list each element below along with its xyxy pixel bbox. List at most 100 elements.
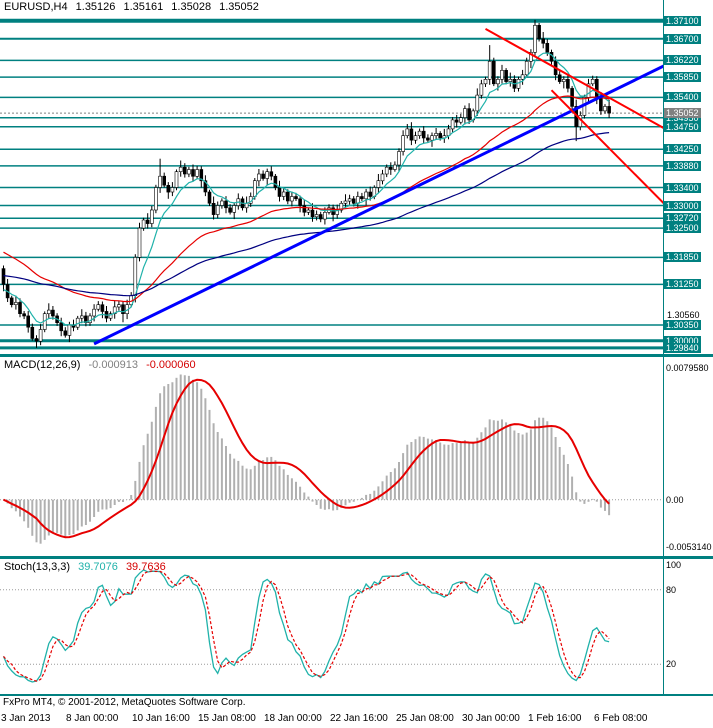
time-label: 10 Jan 16:00 [132, 713, 190, 724]
candle-body [590, 79, 595, 85]
candle-body [269, 171, 274, 177]
candle-body [347, 198, 352, 202]
candle-body [162, 175, 166, 186]
candle-body [380, 173, 385, 182]
candle-body [388, 166, 393, 170]
trendline-red-resistance-2[interactable] [550, 89, 664, 206]
candle-body [298, 198, 302, 206]
candle-body [92, 308, 96, 317]
trendline-red-resistance-1[interactable] [485, 28, 664, 130]
price-level-label: 1.32720 [664, 213, 701, 223]
stoch-scale-20: 20 [666, 659, 677, 669]
candle-body [14, 302, 18, 305]
time-label: 6 Feb 08:00 [594, 713, 648, 724]
price-level-label: 1.34950 [664, 113, 701, 123]
candle-body [117, 304, 121, 308]
macd-canvas[interactable] [0, 357, 663, 556]
candle-body [310, 209, 315, 218]
macd-label: MACD(12,26,9) [4, 359, 81, 371]
candle-body [545, 42, 550, 53]
candle-body [59, 322, 64, 332]
candle-body [46, 309, 51, 315]
candle-body [34, 338, 39, 342]
candle-body [211, 203, 216, 215]
candle-body [458, 117, 463, 123]
candle-body [80, 315, 84, 319]
price-tick-label: 1.30560 [667, 310, 700, 320]
candle-body [417, 130, 422, 136]
price-level-label: 1.30350 [664, 320, 701, 330]
panel-separator-2[interactable] [0, 556, 713, 559]
candle-body [397, 151, 401, 166]
time-axis[interactable]: 3 Jan 2013 8 Jan 00:00 10 Jan 16:00 15 Jan … [0, 710, 713, 728]
price-level-label: 1.34250 [664, 144, 701, 154]
candle-body [9, 297, 14, 305]
candle-body [360, 196, 364, 200]
time-label: 8 Jan 00:00 [66, 713, 119, 724]
price-chart-canvas[interactable] [0, 0, 663, 354]
ma-line-89 [3, 132, 610, 297]
candle-body [463, 108, 467, 118]
price-level-label: 1.34750 [664, 122, 701, 132]
macd-signal-value: -0.000060 [146, 359, 196, 371]
support-resistance-lines [0, 18, 663, 350]
candle-body [121, 304, 125, 315]
candle-body [306, 209, 311, 213]
candle-body [220, 200, 224, 206]
stoch-header: Stoch(13,3,3) 39.7076 39.7636 [4, 561, 171, 573]
time-label: 30 Jan 00:00 [462, 713, 520, 724]
price-level-label: 1.33000 [664, 201, 701, 211]
candle-body [224, 200, 228, 209]
stoch-canvas[interactable] [0, 559, 663, 694]
panel-separator-1[interactable] [0, 354, 713, 357]
candle-body [421, 130, 426, 139]
candle-body [290, 196, 294, 202]
price-level-label: 1.36220 [664, 55, 701, 65]
price-level-label: 1.31850 [664, 252, 701, 262]
candle-body [467, 108, 471, 121]
candle-body [178, 166, 183, 172]
candle-body [520, 74, 525, 80]
candle-body [351, 198, 356, 204]
macd-histogram [6, 374, 611, 544]
candle-body [364, 191, 368, 200]
candle-body [22, 313, 26, 317]
stoch-scale-100: 100 [666, 560, 682, 570]
candle-body [187, 169, 191, 175]
time-label: 25 Jan 08:00 [396, 713, 454, 724]
price-open: 1.35126 [75, 1, 116, 13]
price-level-label: 1.35400 [664, 92, 701, 102]
stoch-label: Stoch(13,3,3) [4, 561, 71, 573]
candle-body [253, 180, 257, 197]
trendline-blue-support[interactable] [93, 64, 663, 346]
candle-body [454, 119, 459, 123]
panel-separator-3[interactable] [0, 694, 713, 696]
candle-body [541, 38, 546, 44]
candle-body [603, 106, 607, 112]
candle-body [529, 51, 533, 62]
time-label: 3 Jan 2013 [1, 713, 51, 724]
candle-body [343, 200, 348, 204]
stoch-k-value: 39.7076 [78, 561, 118, 573]
candle-body [599, 97, 603, 112]
time-label: 18 Jan 00:00 [264, 713, 322, 724]
price-low: 1.35028 [171, 1, 212, 13]
candle-body [232, 205, 236, 213]
candle-body [516, 79, 521, 89]
ma-line-40 [3, 95, 610, 303]
candle-body [158, 175, 162, 188]
candle-body [594, 79, 599, 98]
candle-body [1, 268, 6, 285]
candlestick-series[interactable] [1, 19, 611, 348]
candle-body [368, 191, 373, 197]
candle-body [557, 74, 562, 82]
price-level-label: 1.32500 [664, 223, 701, 233]
candle-body [285, 191, 290, 202]
candle-body [96, 304, 101, 310]
candle-body [191, 169, 195, 177]
candle-body [533, 24, 537, 53]
candle-body [430, 135, 434, 141]
time-label: 15 Jan 08:00 [198, 713, 256, 724]
candle-body [137, 227, 142, 258]
